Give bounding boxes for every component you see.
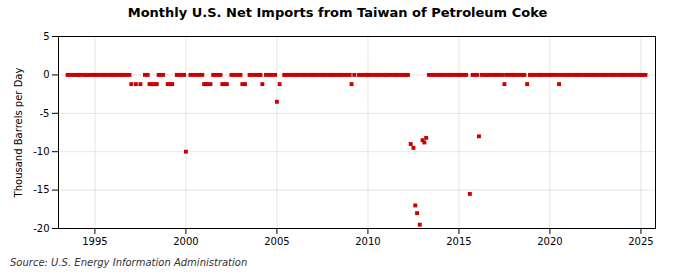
- svg-text:2000: 2000: [173, 236, 198, 247]
- svg-text:2005: 2005: [264, 236, 289, 247]
- svg-text:2020: 2020: [537, 236, 562, 247]
- svg-text:1995: 1995: [82, 236, 107, 247]
- svg-text:-5: -5: [40, 108, 50, 119]
- svg-text:-20: -20: [33, 223, 49, 234]
- html-text:Monthly U.S. Net Imports from: Monthly U.S. Net Imports from Taiwan of …: [127, 5, 548, 20]
- svg-text:2025: 2025: [628, 236, 653, 247]
- svg-text:Thousand Barrels per Day: Thousand Barrels per Day: [13, 68, 24, 199]
- svg-text:2010: 2010: [355, 236, 380, 247]
- html-text:Source: U.S. Energy Informatio: Source: U.S. Energy Information Administ…: [10, 257, 248, 268]
- svg-text:-15: -15: [33, 184, 49, 195]
- svg-text:0: 0: [43, 69, 49, 80]
- svg-text:-10: -10: [33, 146, 49, 157]
- svg-text:2015: 2015: [446, 236, 471, 247]
- svg-text:5: 5: [43, 31, 49, 42]
